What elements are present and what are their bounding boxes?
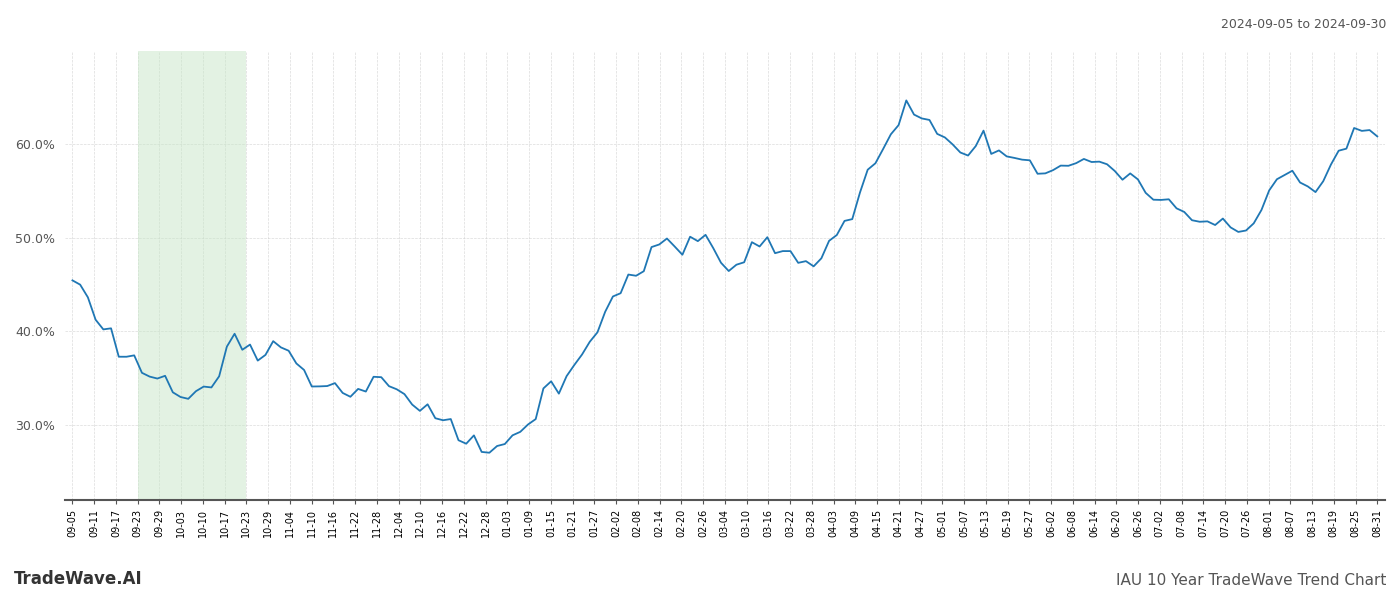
Bar <box>137 51 246 500</box>
Text: IAU 10 Year TradeWave Trend Chart: IAU 10 Year TradeWave Trend Chart <box>1116 573 1386 588</box>
Text: 2024-09-05 to 2024-09-30: 2024-09-05 to 2024-09-30 <box>1221 18 1386 31</box>
Text: TradeWave.AI: TradeWave.AI <box>14 570 143 588</box>
